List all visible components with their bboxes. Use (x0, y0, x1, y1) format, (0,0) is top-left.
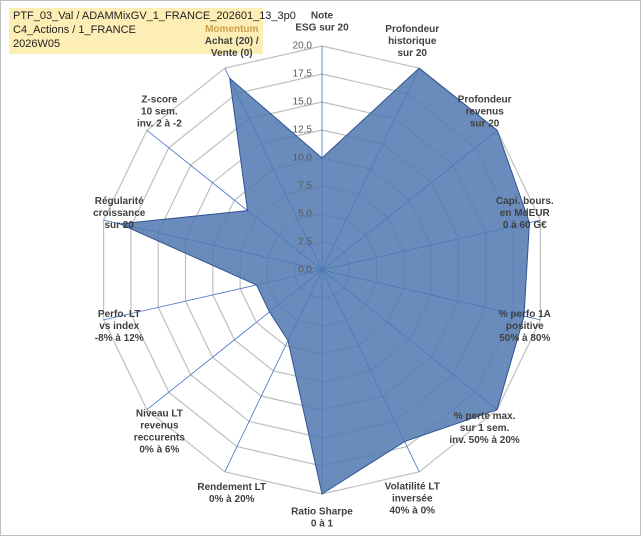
axis-label: Momentum (205, 24, 258, 35)
axis-label: Z-score (141, 94, 178, 105)
axis-label: Volatilité LT (385, 481, 440, 492)
axis-label: sur 20 (470, 118, 500, 129)
r-tick-label: 10,0 (293, 153, 313, 164)
header-line: C4_Actions / 1_FRANCE (13, 24, 136, 36)
axis-label: vs index (99, 321, 139, 332)
axis-label: Vente (0) (211, 48, 253, 59)
axis-label: positive (506, 321, 544, 332)
axis-label: % perte max. (454, 411, 516, 422)
axis-label: ESG sur 20 (295, 23, 349, 34)
axis-label: inv. 2 à -2 (137, 118, 182, 129)
axis-label: 50% à 80% (499, 333, 550, 344)
r-tick-label: 7,5 (298, 181, 312, 192)
header-line: 2026W05 (13, 38, 60, 50)
axis-label: Régularité (95, 196, 144, 207)
axis-label: 10 sem. (141, 106, 178, 117)
axis-label: % perfo 1A (499, 309, 551, 320)
axis-label: 0 à 1 (311, 519, 334, 530)
axis-label: revenus (140, 421, 179, 432)
axis-label: Perfo. LT (98, 309, 141, 320)
r-tick-label: 2,5 (298, 237, 312, 248)
axis-label: Note (311, 11, 334, 22)
axis-label: sur 1 sem. (460, 423, 510, 434)
axis-label: revenus (465, 106, 504, 117)
axis-label: reccurents (134, 433, 186, 444)
axis-label: inv. 50% à 20% (449, 435, 520, 446)
axis-label: sur 20 (104, 220, 134, 231)
axis-label: -8% à 12% (95, 333, 144, 344)
axis-label: Profondeur (385, 24, 439, 35)
r-tick-label: 15,0 (293, 97, 313, 108)
axis-label: Capi. bours. (496, 196, 554, 207)
axis-label: 0% à 20% (209, 494, 255, 505)
header-box (9, 8, 263, 54)
r-tick-label: 17,5 (293, 69, 313, 80)
axis-label: inversée (392, 493, 433, 504)
r-tick-label: 0,0 (298, 265, 312, 276)
header-line: PTF_03_Val / ADAMMixGV_1_FRANCE_202601_1… (13, 10, 296, 22)
axis-label: Ratio Sharpe (291, 507, 353, 518)
axis-label: historique (388, 36, 437, 47)
axis-label: 0% à 6% (139, 445, 179, 456)
axis-label: Profondeur (458, 94, 512, 105)
axis-label: croissance (93, 208, 146, 219)
r-tick-label: 12,5 (293, 125, 313, 136)
axis-label: 0 à 60 G€ (503, 220, 547, 231)
axis-label: Niveau LT (136, 409, 183, 420)
r-tick-label: 5,0 (298, 209, 312, 220)
radar-area (118, 67, 530, 495)
axis-label: en MdEUR (500, 208, 551, 219)
axis-label: 40% à 0% (389, 505, 435, 516)
axis-label: Achat (20) / (205, 36, 259, 47)
axis-label: Rendement LT (197, 482, 266, 493)
axis-label: sur 20 (398, 48, 428, 59)
r-tick-label: 20,0 (293, 41, 313, 52)
